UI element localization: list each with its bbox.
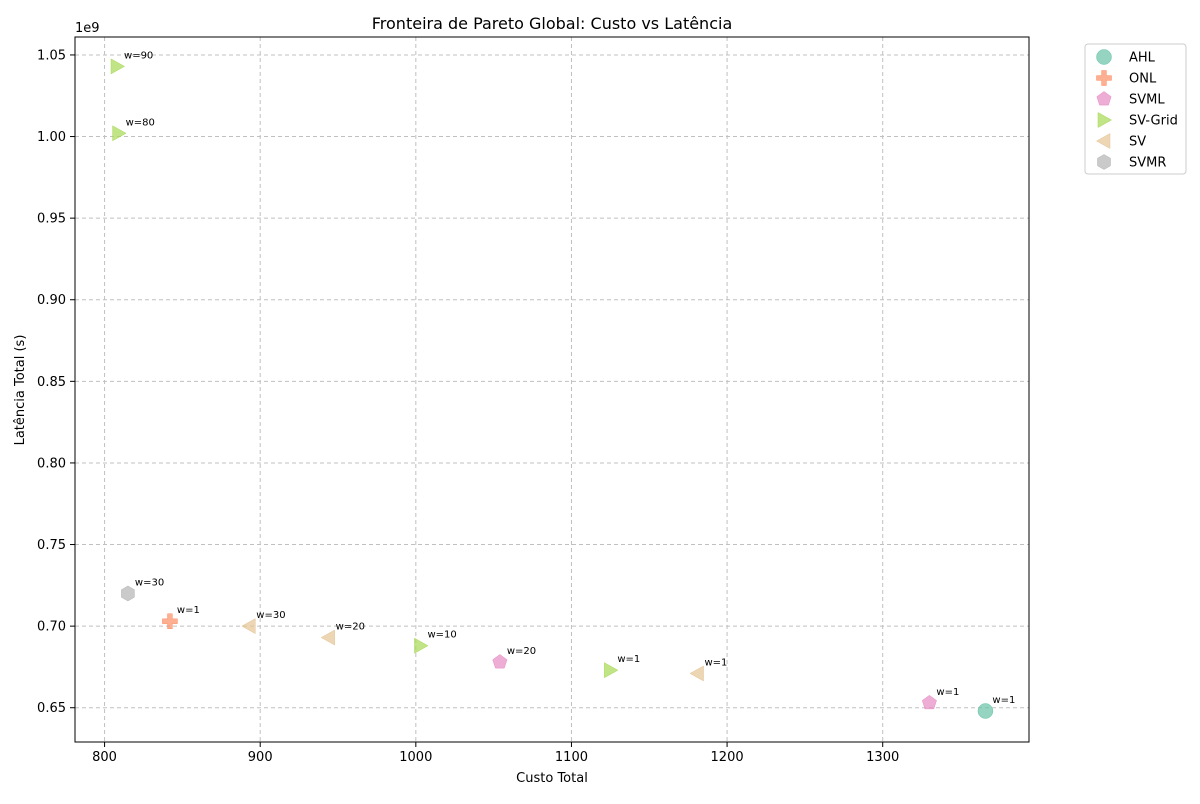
y-tick-label: 0.75	[37, 538, 66, 553]
point-label-onl: w=1	[177, 605, 200, 616]
y-tick-label: 0.85	[37, 375, 66, 390]
y-tick-label: 1.00	[37, 130, 66, 145]
point-sv	[689, 665, 704, 682]
x-tick-label: 1000	[399, 750, 432, 765]
point-label-sv-grid: w=1	[617, 654, 640, 665]
y-tick-label: 0.70	[37, 620, 66, 635]
x-axis-label: Custo Total	[516, 771, 588, 786]
legend: AHL ONL SVML SV-Grid SV SVMR	[1084, 43, 1187, 175]
x-tick-label: 1200	[711, 750, 744, 765]
point-sv-grid	[112, 125, 127, 142]
legend-marker-svml	[1096, 91, 1112, 106]
point-svmr	[121, 585, 135, 602]
y-axis-label: Latência Total (s)	[13, 335, 28, 446]
point-svml	[921, 695, 937, 710]
point-ahl	[977, 703, 994, 719]
point-label-ahl: w=1	[992, 695, 1015, 706]
legend-label-ahl: AHL	[1129, 51, 1156, 66]
point-sv	[241, 618, 256, 635]
y-tick-label: 0.90	[37, 293, 66, 308]
point-label-sv: w=30	[256, 610, 285, 621]
x-tick-label: 900	[248, 750, 273, 765]
legend-label-sv-grid: SV-Grid	[1129, 114, 1178, 129]
legend-marker-svmr	[1097, 154, 1111, 170]
point-svml	[492, 654, 508, 669]
point-sv-grid	[604, 662, 619, 679]
legend-marker-sv	[1095, 133, 1111, 149]
x-tick-label: 1100	[555, 750, 588, 765]
legend-marker-onl	[1096, 70, 1112, 86]
point-sv-grid	[414, 637, 429, 654]
y-tick-label: 0.95	[37, 212, 66, 227]
legend-label-sv: SV	[1129, 135, 1146, 150]
y-tick-label: 0.65	[37, 701, 66, 716]
point-label-svmr: w=30	[135, 577, 164, 588]
x-tick-label: 1300	[866, 750, 899, 765]
y-axis-offset-label: 1e9	[75, 21, 100, 36]
plot-frame	[74, 36, 1030, 743]
point-sv-grid	[110, 58, 126, 75]
axis-ticks: 800 900 1000 1100 1200 1300 0.65 0.70 0.75 0.80 0.…	[37, 48, 899, 765]
y-tick-label: 0.80	[37, 456, 66, 471]
legend-label-svmr: SVMR	[1129, 156, 1166, 171]
point-label-svml: w=1	[936, 687, 959, 698]
point-labels: w=1 w=1 w=20 w=1 w=90 w=80 w=10 w=1 w=30 w=20 w=1 w…	[124, 50, 1015, 706]
x-tick-label: 800	[92, 750, 117, 765]
point-label-sv: w=20	[336, 622, 365, 633]
legend-label-onl: ONL	[1129, 72, 1157, 87]
legend-marker-sv-grid	[1097, 112, 1113, 128]
y-tick-label: 1.05	[37, 48, 66, 63]
legend-marker-ahl	[1096, 49, 1112, 65]
chart-title: Fronteira de Pareto Global: Custo vs Lat…	[372, 14, 733, 33]
point-sv	[320, 629, 335, 646]
point-onl	[162, 613, 178, 629]
legend-label-svml: SVML	[1129, 93, 1165, 108]
point-label-svml: w=20	[507, 646, 536, 657]
point-label-sv-grid: w=80	[126, 117, 155, 128]
point-label-sv-grid: w=10	[427, 630, 456, 641]
grid	[75, 37, 1029, 742]
data-points	[110, 58, 994, 719]
point-label-sv-grid: w=90	[124, 50, 153, 61]
point-label-sv: w=1	[705, 657, 728, 668]
